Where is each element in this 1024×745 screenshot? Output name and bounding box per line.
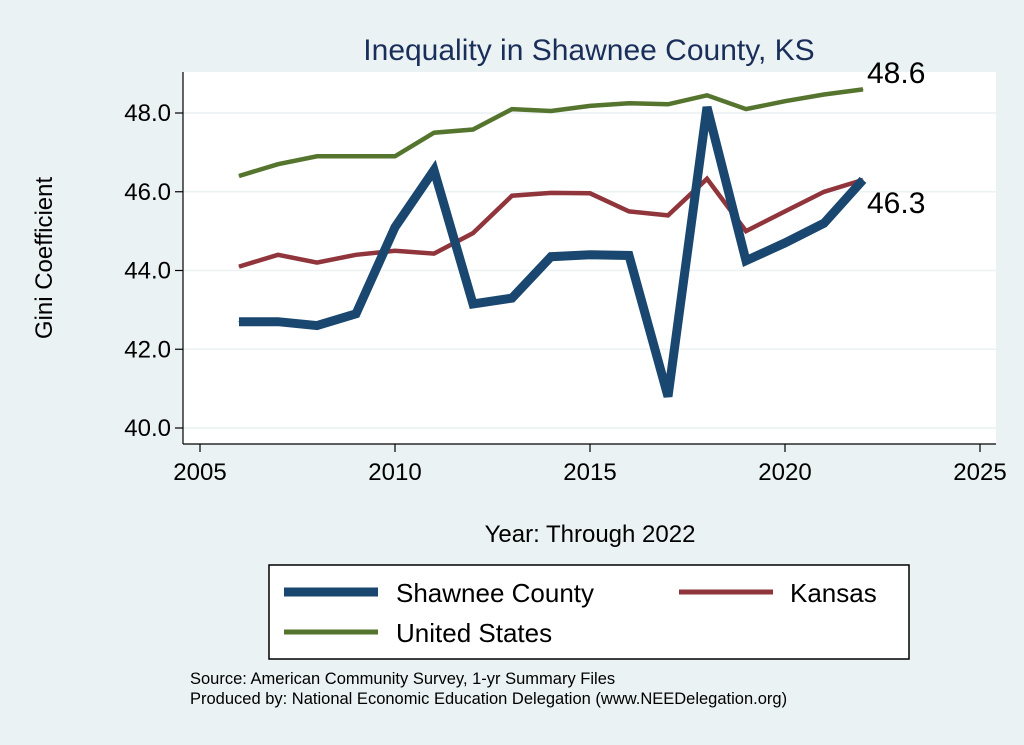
data-point-united-states <box>238 175 240 177</box>
data-point-united-states <box>745 108 747 110</box>
data-point-shawnee-county <box>784 242 786 244</box>
data-point-united-states <box>550 110 552 112</box>
data-point-kansas <box>472 232 474 234</box>
chart-title: Inequality in Shawnee County, KS <box>363 34 814 67</box>
data-point-shawnee-county <box>667 396 669 397</box>
legend-label-united-states: United States <box>396 618 552 648</box>
x-tick-label: 2015 <box>563 459 616 486</box>
data-point-united-states <box>511 108 513 110</box>
legend-box <box>268 564 910 660</box>
legend: Shawnee County Kansas United States <box>268 564 910 660</box>
end-label-shawnee-county: 46.3 <box>867 187 925 220</box>
data-point-shawnee-county <box>628 255 630 257</box>
y-tick-label: 42.0 <box>124 336 171 363</box>
data-point-united-states <box>823 93 825 95</box>
data-point-kansas <box>823 191 825 193</box>
data-point-shawnee-county <box>823 222 825 224</box>
data-point-kansas <box>394 250 396 252</box>
data-point-united-states <box>316 155 318 157</box>
data-point-shawnee-county <box>706 106 708 108</box>
data-point-kansas <box>706 178 708 180</box>
data-point-united-states <box>355 155 357 157</box>
data-point-shawnee-county <box>511 297 513 299</box>
x-tick-label: 2005 <box>173 459 226 486</box>
y-tick-label: 48.0 <box>124 100 171 127</box>
data-point-shawnee-county <box>433 169 435 171</box>
y-tick-label: 40.0 <box>124 415 171 442</box>
x-tick-label: 2020 <box>758 459 811 486</box>
data-point-kansas <box>745 230 747 232</box>
y-axis-title: Gini Coefficient <box>31 177 58 340</box>
data-point-kansas <box>589 192 591 194</box>
data-point-united-states <box>472 129 474 131</box>
x-tick-label: 2025 <box>953 459 1006 486</box>
data-point-united-states <box>589 105 591 107</box>
legend-label-kansas: Kansas <box>790 578 877 608</box>
source-line-2: Produced by: National Economic Education… <box>190 690 788 708</box>
data-point-united-states <box>667 103 669 105</box>
data-point-united-states <box>277 163 279 165</box>
y-axis: 40.0 42.0 44.0 46.0 48.0 <box>124 72 184 444</box>
data-point-kansas <box>667 214 669 216</box>
data-point-kansas <box>511 195 513 197</box>
data-point-kansas <box>277 254 279 256</box>
data-point-shawnee-county <box>238 321 240 323</box>
data-point-kansas <box>355 254 357 256</box>
data-point-united-states <box>862 88 864 90</box>
data-point-shawnee-county <box>589 254 591 256</box>
data-point-shawnee-county <box>394 226 396 228</box>
data-point-united-states <box>433 132 435 134</box>
data-point-kansas <box>433 253 435 255</box>
data-point-shawnee-county <box>355 313 357 315</box>
data-point-shawnee-county <box>550 256 552 258</box>
y-tick-label: 44.0 <box>124 258 171 285</box>
y-tick-label: 46.0 <box>124 179 171 206</box>
x-tick-label: 2010 <box>368 459 421 486</box>
data-point-shawnee-county <box>316 325 318 327</box>
data-point-united-states <box>784 100 786 102</box>
data-point-shawnee-county <box>745 260 747 262</box>
data-point-kansas <box>628 210 630 212</box>
data-point-kansas <box>238 266 240 268</box>
source-line-1: Source: American Community Survey, 1-yr … <box>190 670 616 688</box>
series-lines <box>238 87 867 398</box>
data-point-united-states <box>394 155 396 157</box>
data-point-shawnee-county <box>862 179 864 181</box>
end-label-united-states: 48.6 <box>867 57 925 90</box>
data-point-united-states <box>628 102 630 104</box>
data-point-kansas <box>784 210 786 212</box>
data-point-kansas <box>550 192 552 194</box>
x-axis-title: Year: Through 2022 <box>485 521 696 548</box>
legend-label-shawnee-county: Shawnee County <box>396 578 594 608</box>
x-axis: 2005 2010 2015 2020 2025 <box>173 443 1007 486</box>
data-point-shawnee-county <box>277 321 279 323</box>
data-point-shawnee-county <box>472 303 474 305</box>
data-point-united-states <box>706 94 708 96</box>
data-point-kansas <box>316 262 318 264</box>
